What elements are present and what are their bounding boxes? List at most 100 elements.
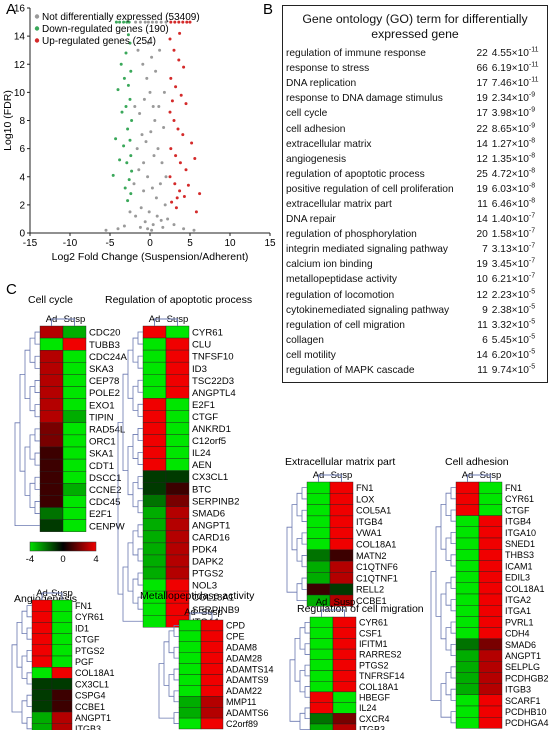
heatmap-cell	[455, 649, 480, 662]
dendrogram-branch	[14, 422, 40, 527]
heatmap-cell	[51, 655, 73, 668]
heatmap-cell	[62, 483, 87, 496]
data-point	[127, 178, 131, 182]
heatmap-cell	[178, 630, 202, 643]
gene-label: CYR61	[192, 328, 223, 339]
dendrogram-branch	[137, 403, 143, 417]
gene-label: FN1	[75, 601, 92, 611]
data-point	[120, 110, 124, 114]
heatmap-cell	[478, 560, 503, 572]
heatmap-cell	[165, 494, 190, 507]
go-term: regulation of locomotion	[286, 289, 395, 301]
heatmap-cell	[309, 681, 334, 693]
heatmap-cell	[178, 696, 202, 708]
heatmap-cell	[62, 374, 87, 387]
gene-label: C1QTNF1	[356, 573, 398, 583]
go-row: regulation of phosphorylation 20 1.58×10-7	[286, 227, 547, 242]
gene-label: ITGA1	[505, 606, 531, 616]
heatmap-cell	[165, 325, 190, 339]
dendrogram-branch	[445, 537, 451, 561]
heatmap-cell	[142, 458, 167, 471]
pvalue-exponent: -5	[528, 363, 536, 371]
go-count: 25	[476, 168, 488, 180]
data-point	[154, 196, 158, 200]
data-point	[151, 104, 155, 108]
pvalue-mantissa: 9.74×10	[491, 365, 529, 377]
heatmap-panels: Cell cycle Ad Susp CDC20TUBB3CDC24ASKA3CEP7…	[11, 294, 549, 730]
y-tick-label: 10	[14, 88, 26, 99]
gene-label: POLE2	[89, 388, 120, 399]
data-point	[144, 140, 148, 144]
heatmap-cell	[31, 689, 53, 701]
gene-label: ANGPT1	[505, 651, 541, 661]
heatmap-cell	[200, 707, 224, 719]
heatmap-cell	[329, 549, 354, 562]
dendrogram-branch	[301, 555, 307, 568]
go-count: 11	[477, 198, 488, 210]
dendrogram-branch	[34, 404, 40, 418]
data-point	[178, 31, 182, 35]
data-point	[194, 210, 198, 214]
heatmap-cell	[51, 667, 73, 679]
heatmap-cell	[478, 481, 503, 494]
go-row: extracellular matrix part 11 6.46×10-8	[286, 197, 547, 212]
heatmap-cell	[309, 691, 334, 703]
heatmap-cell	[332, 713, 357, 725]
go-count: 17	[476, 108, 488, 120]
heatmap-cell	[31, 711, 53, 724]
heatmap-cell	[478, 537, 503, 550]
data-point	[125, 20, 129, 24]
pvalue-exponent: -5	[528, 303, 536, 311]
heatmap-cell	[51, 611, 73, 623]
go-term: DNA replication	[286, 78, 357, 90]
gene-label: MATN2	[356, 551, 386, 561]
heatmap-cell	[165, 337, 190, 351]
go-term: response to DNA damage stimulus	[286, 93, 443, 105]
heatmap-cell	[142, 410, 167, 423]
gene-label: COL5A1	[356, 506, 391, 516]
heatmap-cell	[306, 515, 331, 528]
dendrogram-branch	[450, 688, 456, 701]
go-row: cytokinemediated signaling pathway 9 2.38×…	[286, 303, 547, 318]
go-pvalue: 1.40×10-7	[492, 212, 547, 227]
dendrogram-branch	[168, 630, 174, 654]
pvalue-mantissa: 6.21×10	[491, 274, 529, 286]
dendrogram-branch	[440, 504, 446, 550]
gene-label: ADAMTS9	[226, 675, 269, 685]
data-point	[179, 93, 183, 97]
dendrogram-branch	[137, 331, 143, 345]
row-dendrogram	[430, 487, 456, 724]
data-point	[116, 88, 120, 92]
go-pvalue: 6.20×10-5	[492, 348, 547, 363]
dendrogram-branch	[450, 644, 456, 656]
data-point	[125, 161, 129, 165]
x-tick-label: 10	[224, 238, 236, 249]
pvalue-exponent: -8	[528, 137, 536, 145]
gene-label: C1QTNF6	[356, 562, 398, 572]
gene-label: RARRES2	[359, 650, 402, 660]
dendrogram-branch	[286, 526, 297, 593]
go-count: 19	[476, 93, 488, 105]
heatmap-cell	[455, 549, 480, 561]
heatmap-cell	[478, 582, 503, 595]
go-term: regulation of apoptotic process	[286, 168, 425, 180]
heatmap-cell	[142, 361, 167, 375]
heatmap-title: Extracellular matrix part	[285, 456, 395, 468]
heatmap-cell	[142, 434, 167, 447]
pvalue-mantissa: 4.72×10	[491, 168, 529, 180]
heatmap-title: Regulation of apoptotic process	[105, 294, 252, 306]
gene-label: TIPIN	[89, 412, 114, 423]
data-point	[162, 90, 166, 94]
gene-label: HBEGF	[359, 692, 391, 702]
column-dendrogram	[321, 609, 345, 617]
heatmap-cell	[332, 627, 357, 639]
heatmap-cell	[39, 458, 64, 472]
heatmap-cell	[142, 494, 167, 507]
heatmap-cell	[332, 702, 357, 714]
gene-label: CX3CL1	[75, 679, 109, 689]
data-point	[129, 192, 133, 196]
heatmap-cell	[142, 482, 167, 495]
dendrogram-branch	[445, 492, 451, 516]
